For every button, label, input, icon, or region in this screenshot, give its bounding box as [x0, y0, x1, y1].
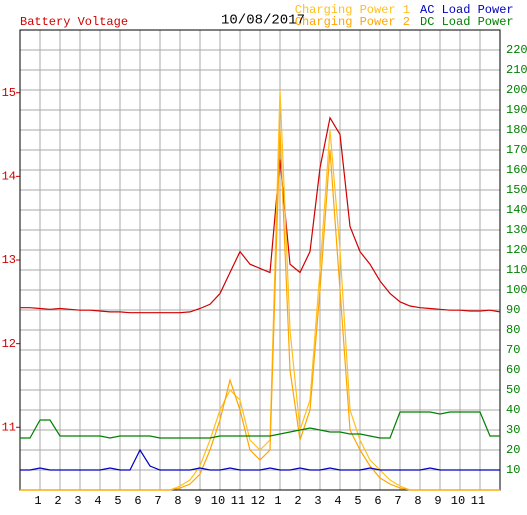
legend-entry: Charging Power 1 [295, 3, 410, 17]
y2-tick-label: 40 [506, 403, 520, 417]
x-tick-label: 9 [434, 494, 441, 508]
x-tick-label: 2 [54, 494, 61, 508]
y2-tick-label: 180 [506, 123, 527, 137]
y2-tick-label: 60 [506, 363, 520, 377]
legend-entry: DC Load Power [420, 15, 514, 29]
y2-tick-label: 210 [506, 63, 527, 77]
x-tick-label: 3 [314, 494, 321, 508]
y2-tick-label: 80 [506, 323, 520, 337]
y2-tick-label: 110 [506, 263, 527, 277]
x-tick-label: 11 [231, 494, 245, 508]
y-tick-label: 14 [2, 170, 16, 184]
x-tick-label: 6 [134, 494, 141, 508]
y2-tick-label: 170 [506, 143, 527, 157]
y2-tick-label: 50 [506, 383, 520, 397]
x-tick-label: 6 [374, 494, 381, 508]
x-tick-label: 8 [414, 494, 421, 508]
y2-tick-label: 130 [506, 223, 527, 237]
y-tick-label: 11 [2, 420, 16, 434]
y2-tick-label: 10 [506, 463, 520, 477]
y2-tick-label: 190 [506, 103, 527, 117]
x-tick-label: 1 [274, 494, 281, 508]
x-tick-label: 8 [174, 494, 181, 508]
y2-tick-label: 150 [506, 183, 527, 197]
y2-tick-label: 120 [506, 243, 527, 257]
series-line [20, 448, 500, 471]
x-tick-label: 11 [471, 494, 485, 508]
y2-tick-label: 200 [506, 83, 527, 97]
chart-title: 10/08/2017 [221, 13, 305, 29]
legend-entry: Battery Voltage [20, 15, 128, 29]
x-tick-label: 10 [211, 494, 225, 508]
x-tick-label: 9 [194, 494, 201, 508]
y2-tick-label: 140 [506, 203, 527, 217]
y2-tick-label: 220 [506, 43, 527, 57]
y2-tick-label: 100 [506, 283, 527, 297]
x-tick-label: 1 [34, 494, 41, 508]
y2-tick-label: 90 [506, 303, 520, 317]
x-tick-label: 4 [334, 494, 341, 508]
y-tick-label: 12 [2, 337, 16, 351]
y2-tick-label: 30 [506, 423, 520, 437]
y-tick-label: 15 [2, 86, 16, 100]
x-tick-label: 10 [451, 494, 465, 508]
y-tick-label: 13 [2, 253, 16, 267]
series-line [20, 116, 501, 314]
x-tick-label: 12 [251, 494, 265, 508]
y2-tick-label: 20 [506, 443, 520, 457]
x-tick-label: 7 [394, 494, 401, 508]
x-tick-label: 2 [294, 494, 301, 508]
legend-entry: AC Load Power [420, 3, 514, 17]
x-tick-label: 5 [114, 494, 121, 508]
series-line [20, 129, 500, 491]
series-line [20, 411, 500, 439]
y2-tick-label: 70 [506, 343, 520, 357]
x-tick-label: 3 [74, 494, 81, 508]
x-tick-label: 7 [154, 494, 161, 508]
x-tick-label: 4 [94, 494, 101, 508]
legend-entry: Charging Power 2 [295, 15, 410, 29]
x-tick-label: 5 [354, 494, 361, 508]
plot-frame [19, 29, 501, 491]
y2-tick-label: 160 [506, 163, 527, 177]
